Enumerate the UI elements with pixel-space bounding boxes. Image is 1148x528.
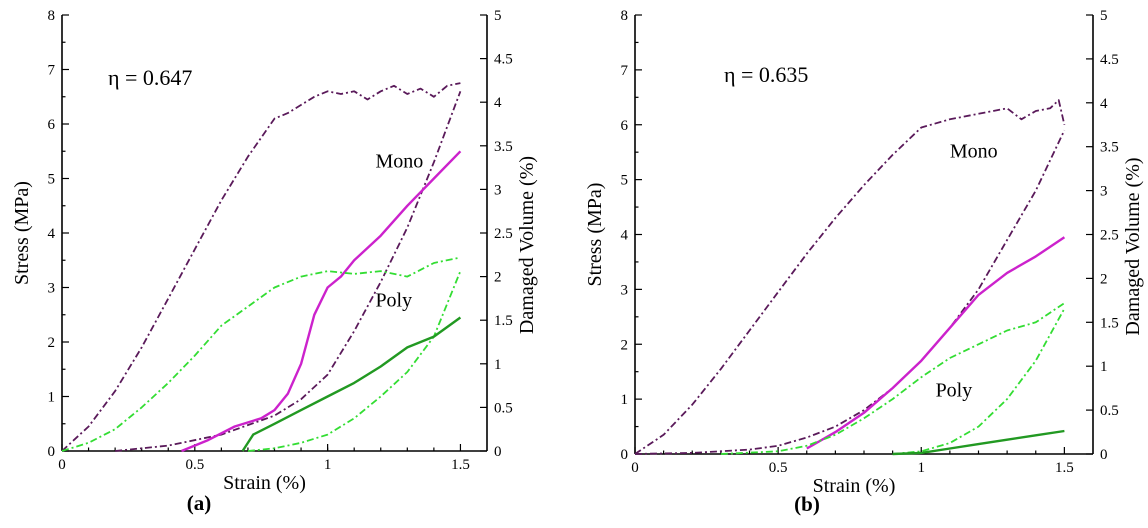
series-line-2 [634, 129, 1066, 455]
y-tick-label: 8 [621, 8, 629, 24]
x-tick-label: 0.5 [769, 460, 788, 476]
y2-tick-label: 2.5 [1100, 228, 1119, 244]
y-tick-label: 6 [621, 118, 629, 134]
y-tick-label: 0 [621, 447, 629, 463]
series-line-1 [634, 99, 1066, 455]
y-tick-label: 5 [621, 173, 629, 189]
series-annotation: Poly [936, 379, 973, 401]
y2-tick-label: 0.5 [494, 400, 513, 416]
x-tick-label: 0 [58, 457, 66, 473]
x-tick-label: 1 [324, 457, 332, 473]
y2-tick-label: 0 [1100, 447, 1108, 463]
y2-tick-label: 2.5 [494, 226, 513, 242]
series-line-4 [61, 256, 461, 452]
series-line-6 [892, 429, 1065, 456]
y-tick-label: 4 [621, 228, 629, 244]
y-tick-label: 7 [48, 63, 56, 79]
y2-tick-label: 0.5 [1100, 403, 1119, 419]
panel-caption: (b) [794, 492, 820, 516]
y-axis-label: Stress (MPa) [11, 181, 33, 285]
series-line-5 [892, 308, 1066, 455]
series-line-2 [115, 90, 462, 452]
x-axis-label: Strain (%) [223, 472, 306, 494]
y2-tick-label: 1.5 [494, 313, 513, 329]
series-annotation: Mono [375, 151, 423, 173]
y2-tick-label: 1.5 [1100, 315, 1119, 331]
x-tick-label: 1.5 [451, 457, 470, 473]
y-tick-label: 0 [48, 444, 56, 460]
chart-panel-b: 0 0.5 1 1.5 0 1 2 3 4 5 6 7 8 0 0.5 1 1.5 2 2.5 3 3.5 4 4.5 5 St… [584, 8, 1144, 516]
x-tick-label: 1.5 [1055, 460, 1074, 476]
series-annotation: Poly [375, 290, 412, 312]
y2-tick-label: 1 [1100, 359, 1108, 375]
y-tick-label: 7 [621, 63, 629, 79]
y-tick-label: 4 [48, 226, 56, 242]
series-line-5 [247, 270, 462, 452]
y2-tick-label: 2 [1100, 271, 1108, 287]
series-line-3 [806, 236, 1066, 450]
x-tick-label: 1 [918, 460, 926, 476]
x-tick-label: 0 [631, 460, 639, 476]
series-line-3 [181, 150, 462, 453]
y2-tick-label: 4 [494, 95, 502, 111]
series-line-6 [241, 316, 462, 452]
x-tick-label: 0.5 [185, 457, 204, 473]
y2-tick-label: 3.5 [494, 139, 513, 155]
y2-tick-label: 5 [1100, 8, 1108, 24]
y2-tick-label: 4 [1100, 96, 1108, 112]
y-tick-label: 6 [48, 117, 56, 133]
y-tick-label: 8 [48, 8, 56, 24]
y-tick-label: 3 [48, 281, 56, 297]
y2-tick-label: 4.5 [1100, 52, 1119, 68]
series-annotation: Mono [950, 141, 998, 163]
y2-tick-label: 4.5 [494, 52, 513, 68]
y-tick-label: 3 [621, 282, 629, 298]
eta-annotation: η = 0.647 [108, 65, 192, 90]
x-axis-label: Strain (%) [813, 475, 896, 497]
y2-tick-label: 5 [494, 8, 502, 24]
y2-tick-label: 1 [494, 357, 502, 373]
y2-tick-label: 3 [1100, 184, 1108, 200]
y-axis-label: Stress (MPa) [584, 183, 606, 287]
y-tick-label: 5 [48, 172, 56, 188]
y-tick-label: 1 [621, 392, 629, 408]
eta-annotation: η = 0.635 [724, 62, 808, 87]
y-tick-label: 2 [48, 335, 56, 351]
panel-caption: (a) [187, 491, 212, 515]
y2-tick-label: 2 [494, 270, 502, 286]
series-line-1 [61, 82, 461, 452]
chart-panel-a: 0 0.5 1 1.5 0 1 2 3 4 5 6 7 8 0 0.5 1 1.5 2 2.5 3 3.5 4 4.5 5 St… [11, 8, 538, 515]
y-tick-label: 1 [48, 390, 56, 406]
y2-axis-label: Damaged Volume (%) [1122, 157, 1144, 335]
series-line-4 [720, 302, 1065, 455]
y2-tick-label: 3.5 [1100, 140, 1119, 156]
y2-tick-label: 0 [494, 444, 502, 460]
y-tick-label: 2 [621, 337, 629, 353]
y2-tick-label: 3 [494, 182, 502, 198]
y2-axis-label: Damaged Volume (%) [516, 156, 538, 334]
